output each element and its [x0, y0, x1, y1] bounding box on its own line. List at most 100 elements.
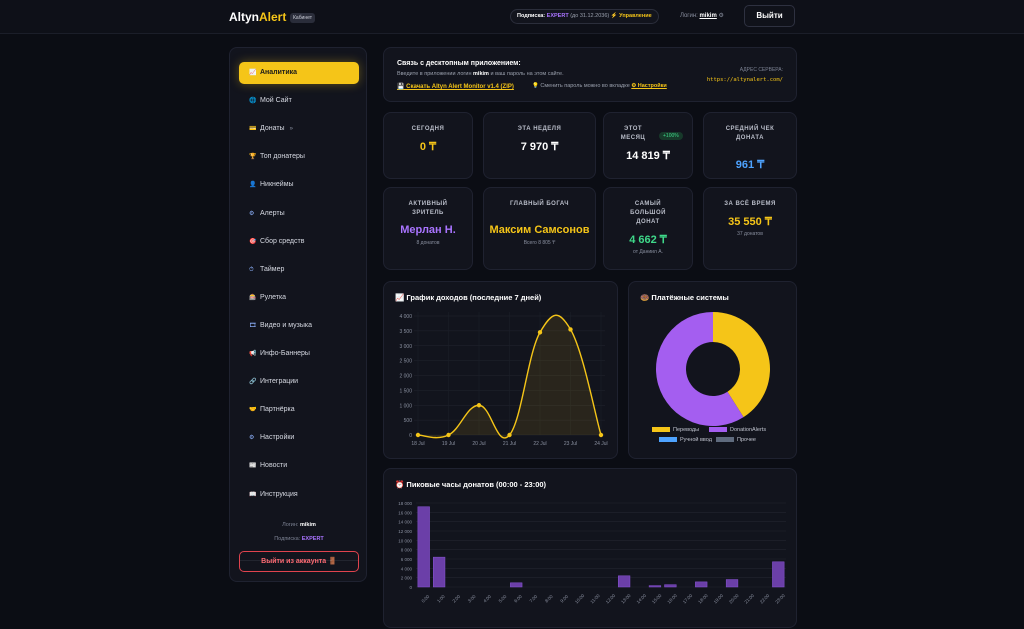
hour-bar[interactable]: [648, 585, 662, 588]
hour-bar[interactable]: [772, 561, 785, 588]
sidebar-item-5[interactable]: ⚙ Алерты: [239, 203, 359, 225]
legend-label: Ручной ввод: [680, 437, 712, 443]
income-point[interactable]: [476, 403, 482, 408]
stat-card-2: ЭТОТ МЕСЯЦ 14 819 ₸ +100%: [603, 112, 693, 179]
x-tick-label: 24 Jul: [594, 441, 607, 447]
pie-slice[interactable]: [656, 312, 744, 426]
gear-icon[interactable]: ⚙: [718, 13, 724, 19]
stat-label: ЭТА НЕДЕЛЯ: [517, 126, 562, 132]
income-point[interactable]: [568, 327, 573, 332]
logout-account-button[interactable]: Выйти из аккаунта 🚪: [239, 551, 359, 572]
sidebar-item-icon: 🔗: [249, 379, 257, 386]
legend-item[interactable]: DonationAlerts: [709, 427, 766, 433]
income-point[interactable]: [537, 330, 543, 335]
income-line-chart: 0 500 1 000 1 500 2 000 2 500 3 000 3 500 4 000 1…: [399, 312, 608, 447]
sidebar-item-13[interactable]: ⚙ Настройки: [239, 427, 359, 449]
x-tick-label: 12:00: [605, 593, 617, 605]
legend-item[interactable]: Переводы: [652, 427, 699, 433]
legend-label: Переводы: [673, 427, 700, 433]
stat-value: 7 970 ₸: [520, 141, 559, 153]
sidebar-item-label: Аналитика: [260, 69, 298, 76]
login-link[interactable]: mikim: [699, 13, 717, 19]
x-tick-label: 0:00: [421, 594, 431, 604]
sidebar-item-7[interactable]: ⏱ Таймер: [239, 259, 359, 281]
sidebar-item-11[interactable]: 🔗 Интеграции: [239, 371, 359, 393]
sidebar-item-4[interactable]: 👤 Никнеймы: [239, 174, 359, 196]
sidebar-item-label: Инструкция: [260, 490, 298, 498]
x-tick-label: 5:00: [498, 594, 508, 604]
x-tick-label: 23 Jul: [564, 441, 577, 447]
sidebar: 📈 Аналитика 🌐 Мой Сайт 💳 Донаты » 🏆 Топ донатеры…: [229, 47, 367, 582]
sidebar-item-label: Топ донатеры: [260, 153, 305, 161]
income-area: [418, 315, 601, 438]
subscription-label: Подписка:: [517, 13, 546, 19]
income-point[interactable]: [598, 432, 604, 438]
x-tick-label: 9:00: [559, 594, 569, 604]
sidebar-item-label: Партнёрка: [260, 406, 295, 414]
y-tick-label: 18 000: [398, 501, 412, 506]
income-point[interactable]: [415, 432, 421, 438]
x-tick-label: 3:00: [467, 594, 477, 604]
sidebar-item-icon: 📰: [249, 463, 257, 470]
x-tick-label: 22 Jul: [533, 441, 546, 447]
pie-slice[interactable]: [713, 312, 770, 418]
income-point[interactable]: [507, 432, 512, 438]
sidebar-item-15[interactable]: 📖 Инструкция: [239, 484, 359, 506]
x-tick-label: 19 Jul: [442, 441, 455, 447]
legend-swatch: [659, 437, 677, 443]
x-tick-label: 22:00: [759, 593, 771, 605]
sidebar-item-icon: 🎯: [249, 238, 257, 245]
sidebar-item-6[interactable]: 🎯 Сбор средств: [239, 231, 359, 253]
x-tick-label: 4:00: [482, 594, 492, 604]
x-tick-label: 16:00: [666, 593, 678, 605]
sidebar-item-2[interactable]: 💳 Донаты »: [239, 118, 359, 140]
settings-link[interactable]: ⚙ Настройки: [631, 83, 667, 89]
stat-label: ГЛАВНЫЙ БОГАЧ: [510, 201, 569, 207]
legend-label: DonationAlerts: [730, 427, 767, 433]
hour-bar[interactable]: [725, 579, 739, 588]
subscription-date: (до 31.12.2036): [570, 13, 610, 19]
stat-label: СРЕДНИЙ ЧЕК ДОНАТА: [725, 126, 775, 141]
y-tick-label: 14 000: [398, 520, 412, 525]
sidebar-item-0[interactable]: 📈 Аналитика: [239, 62, 359, 84]
logout-button[interactable]: Выйти: [744, 5, 795, 27]
hour-bar[interactable]: [417, 506, 430, 588]
stat-card-7: ЗА ВСЁ ВРЕМЯ 35 550 ₸ 37 донатов: [703, 187, 797, 270]
x-tick-label: 18:00: [697, 593, 709, 605]
sidebar-item-icon: 🤝: [249, 407, 257, 414]
sidebar-item-12[interactable]: 🤝 Партнёрка: [239, 399, 359, 421]
x-tick-label: 11:00: [589, 593, 601, 605]
x-tick-label: 13:00: [620, 593, 632, 605]
legend-item[interactable]: Ручной ввод: [659, 437, 712, 443]
legend-swatch: [709, 427, 727, 433]
app-logo[interactable]: AltynAlert: [229, 10, 287, 24]
hour-bar[interactable]: [510, 582, 523, 588]
income-point[interactable]: [446, 432, 451, 438]
x-tick-label: 1:00: [436, 594, 446, 604]
sidebar-item-10[interactable]: 📢 Инфо-Баннеры: [239, 343, 359, 365]
hour-bar[interactable]: [618, 575, 631, 588]
y-tick-label: 2 500: [399, 359, 412, 365]
top-bar: AltynAlert Кабинет Подписка: EXPERT (до …: [0, 0, 1024, 34]
hour-bar[interactable]: [433, 556, 446, 588]
sidebar-item-14[interactable]: 📰 Новости: [239, 455, 359, 477]
sidebar-item-3[interactable]: 🏆 Топ донатеры: [239, 146, 359, 168]
sidebar-login: Логин: mikim: [282, 522, 316, 528]
sidebar-item-label: Донаты: [260, 125, 285, 133]
stat-label: АКТИВНЫЙ ЗРИТЕЛЬ: [408, 201, 448, 216]
stat-card-6: САМЫЙ БОЛЬШОЙ ДОНАТ 4 662 ₸ от Даниил А.: [603, 187, 693, 270]
peak-hours-card: ⏰ Пиковые часы донатов (00:00 - 23:00) 0…: [383, 468, 797, 628]
sidebar-item-9[interactable]: 🎞 Видео и музыка: [239, 315, 359, 337]
sidebar-item-1[interactable]: 🌐 Мой Сайт: [239, 90, 359, 112]
download-monitor-link[interactable]: 💾 Скачать Altyn Alert Monitor v1.4 (ZIP): [397, 84, 514, 90]
sidebar-item-icon: ⚙: [249, 435, 255, 442]
legend-item[interactable]: Прочее: [716, 437, 756, 443]
y-tick-label: 0: [409, 585, 412, 590]
hour-bar[interactable]: [695, 581, 708, 588]
stat-card-0: СЕГОДНЯ 0 ₸: [383, 112, 473, 179]
manage-subscription-link[interactable]: ⚡ Управление: [610, 13, 652, 19]
hour-bar[interactable]: [664, 584, 677, 588]
server-address-url: https://altynalert.com/: [706, 77, 783, 83]
sidebar-item-icon: 🏆: [249, 154, 257, 161]
sidebar-item-8[interactable]: 🎰 Рулетка: [239, 287, 359, 309]
